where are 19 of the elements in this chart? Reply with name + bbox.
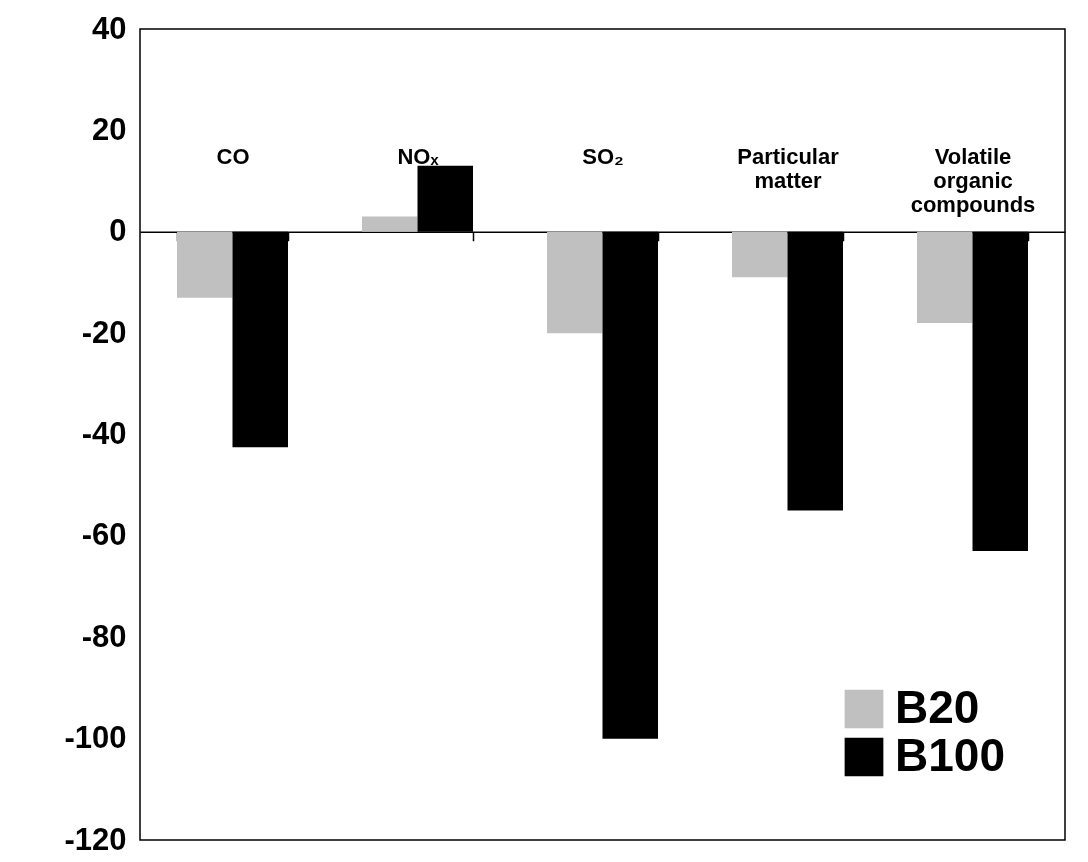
y-tick-label: 0	[109, 213, 127, 249]
y-tick-label: -80	[81, 618, 127, 654]
y-tick-label: -100	[64, 720, 127, 756]
y-tick-label: -120	[64, 821, 127, 857]
bar	[732, 231, 788, 278]
bar	[547, 231, 603, 334]
x-tick-label: CO	[216, 144, 250, 170]
x-tick-label: NOₓ	[397, 144, 440, 170]
x-tick-label: Volatile organic compounds	[910, 144, 1036, 218]
x-tick-label: SO₂	[582, 144, 624, 170]
bar	[917, 231, 973, 323]
bar	[362, 216, 418, 232]
y-tick-label: -20	[81, 314, 127, 350]
y-tick-label: -40	[81, 416, 127, 451]
bar	[177, 231, 233, 298]
y-tick-label: 40	[92, 10, 127, 46]
x-tick-label: Particular matter	[737, 144, 840, 194]
y-tick-label: -60	[81, 517, 127, 553]
y-tick-label: 20	[92, 111, 127, 147]
